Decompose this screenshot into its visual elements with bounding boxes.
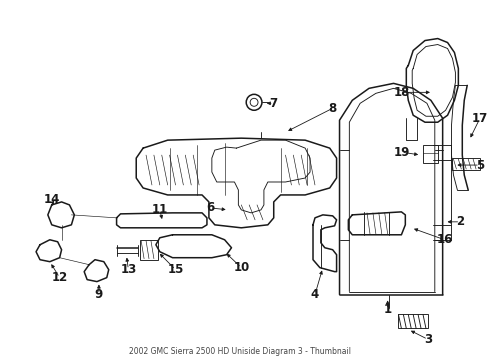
Text: 6: 6 [205,201,214,215]
Bar [422,145,437,163]
Text: 4: 4 [310,288,319,301]
Text: 11: 11 [151,203,167,216]
Text: 16: 16 [435,233,452,246]
Text: 2: 2 [455,215,464,228]
Text: 9: 9 [95,288,103,301]
Text: 3: 3 [423,333,431,346]
Text: 15: 15 [167,263,183,276]
Text: 14: 14 [43,193,60,206]
Text: 18: 18 [392,86,409,99]
Text: 5: 5 [475,158,483,172]
Text: 2002 GMC Sierra 2500 HD Uniside Diagram 3 - Thumbnail: 2002 GMC Sierra 2500 HD Uniside Diagram … [129,347,350,356]
Text: 13: 13 [120,263,136,276]
Text: 1: 1 [383,303,391,316]
Bar [398,315,427,328]
Bar [140,240,158,260]
Text: 12: 12 [51,271,68,284]
Text: 8: 8 [328,102,336,115]
Text: 19: 19 [392,145,409,159]
Bar [451,158,479,170]
Text: 17: 17 [471,112,487,125]
Text: 7: 7 [269,97,277,110]
Text: 10: 10 [233,261,249,274]
